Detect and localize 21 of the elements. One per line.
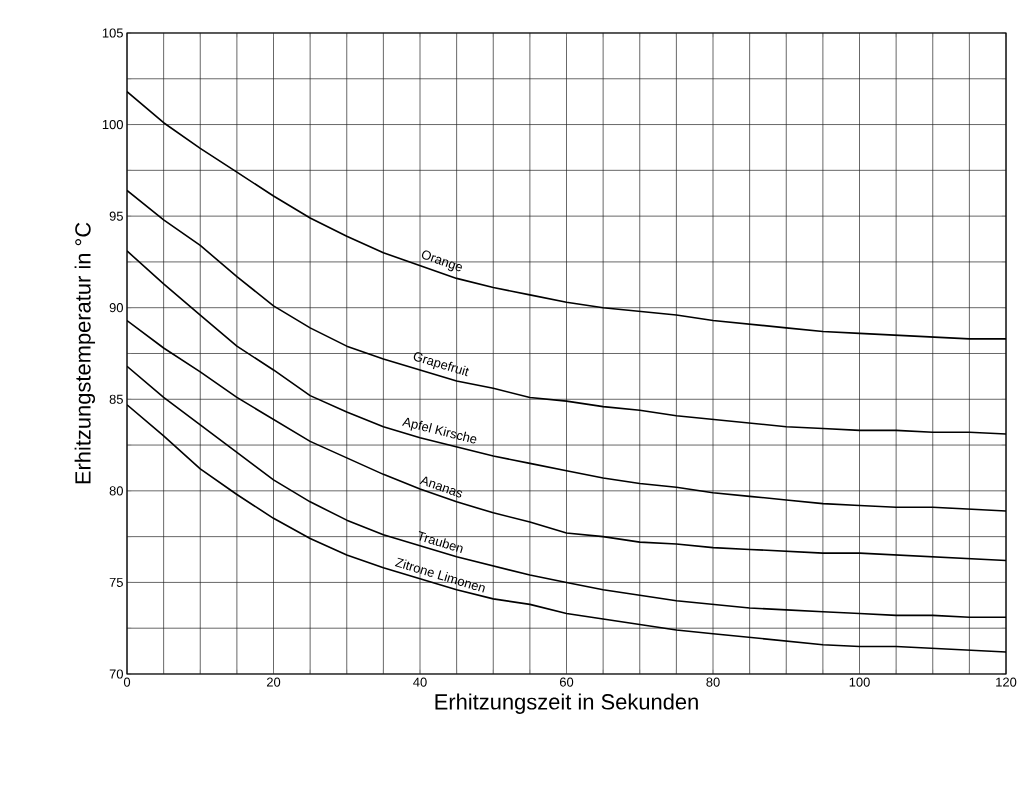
x-tick-label: 20	[266, 677, 281, 687]
y-tick-label: 100	[102, 119, 123, 130]
y-tick-label: 95	[109, 211, 123, 221]
text: Orange	[421, 250, 462, 272]
y-tick-label: 90	[109, 303, 123, 313]
x-axis-title: Erhitzungszeit in Sekunden	[435, 693, 698, 714]
y-tick-label: 85	[109, 394, 123, 404]
x-tick-label: 60	[559, 677, 574, 687]
text: Ananas	[419, 476, 463, 498]
y-tick-label: 70	[109, 669, 123, 679]
x-tick-label: 0	[123, 677, 131, 687]
text: Apfel Kirsche	[401, 417, 477, 444]
x-tick-label: 100	[849, 677, 870, 687]
y-axis-title: Erhitzungstemperatur in °C	[74, 222, 96, 484]
y-tick-label: 105	[102, 28, 123, 38]
x-tick-label: 40	[413, 677, 427, 687]
text: Trauben	[418, 531, 463, 554]
y-tick-label: 80	[109, 486, 123, 496]
y-tick-label: 75	[109, 577, 123, 587]
x-tick-label: 120	[996, 677, 1017, 687]
x-tick-label: 80	[706, 677, 720, 687]
